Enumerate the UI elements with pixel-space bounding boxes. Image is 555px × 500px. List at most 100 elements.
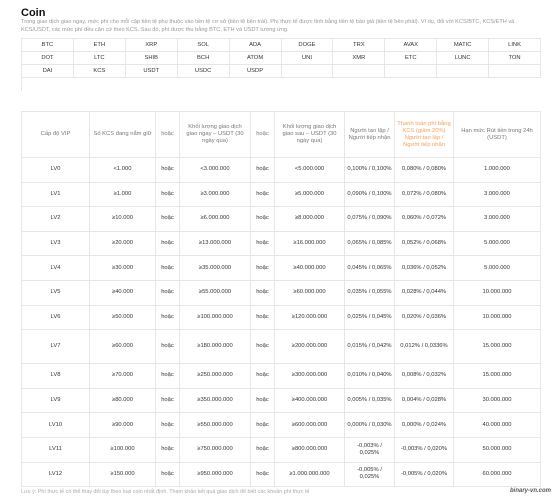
table-cell: hoặc: [156, 437, 180, 463]
coin-cell-empty: [281, 65, 334, 78]
table-row: LV6 ≥50.000 hoặc ≥100.000.000 hoặc ≥120.000.0…: [22, 305, 541, 331]
table-cell: ≥40.000: [90, 280, 156, 306]
table-cell: ≥70.000: [90, 364, 156, 389]
table-row: LV0 <1.000 hoặc <3.000.000 hoặc <5.000.000 0,1…: [22, 158, 541, 183]
table-cell: ≥350.000.000: [180, 388, 251, 414]
table-cell: hoặc: [156, 462, 180, 488]
table-cell: LV1: [22, 182, 90, 208]
table-cell: ≥1.000: [90, 182, 156, 208]
coin-cell: ADA: [229, 39, 282, 52]
coin-cell: DAI: [22, 65, 74, 78]
table-cell: 0,060% / 0,072%: [395, 207, 454, 232]
footnote: Lưu ý: Phí thực tế có thể thay đổi tùy t…: [21, 489, 310, 495]
coin-cell: DOT: [22, 52, 74, 65]
table-header-cell: Thanh toán phí bằng KCS (giảm 20%) Người…: [395, 112, 454, 158]
table-cell: 0,052% / 0,068%: [395, 231, 454, 257]
table-cell: 0,000% / 0,030%: [345, 413, 395, 438]
page-title: Coin: [21, 7, 46, 19]
coin-cell-empty: [333, 65, 386, 78]
table-cell: ≥200.000.000: [275, 330, 345, 365]
coin-cell: USDT: [125, 65, 178, 78]
table-row: LV5 ≥40.000 hoặc ≥55.000.000 hoặc ≥60.000.000…: [22, 280, 541, 306]
table-cell: ≥3.000.000: [180, 182, 251, 208]
table-cell: hoặc: [251, 182, 275, 208]
table-cell: 0,090% / 0,100%: [345, 182, 395, 208]
table-cell: hoặc: [156, 256, 180, 281]
table-cell: -0,003% / 0,025%: [345, 437, 395, 463]
table-header-cell: Khối lượng giao dịch giao sau – USDT (30…: [275, 112, 345, 158]
table-cell: 0,012% / 0,0336%: [395, 330, 454, 365]
table-row: LV1 ≥1.000 hoặc ≥3.000.000 hoặc ≥5.000.000 0,0…: [22, 182, 541, 208]
table-row: LV4 ≥30.000 hoặc ≥35.000.000 hoặc ≥40.000.000…: [22, 256, 541, 281]
coin-grid: BTC ETH XRP SOL ADA DOGE TRX AVAX MATIC LINK DOT LT…: [21, 38, 541, 91]
table-cell: ≥300.000.000: [275, 364, 345, 389]
coin-cell: UNI: [281, 52, 334, 65]
table-cell: LV5: [22, 280, 90, 306]
table-cell: 0,072% / 0,080%: [395, 182, 454, 208]
table-cell: ≥100.000: [90, 437, 156, 463]
table-header-cell: Hạn mức Rút tiền trong 24h (USDT): [454, 112, 541, 158]
table-cell: hoặc: [251, 413, 275, 438]
table-cell: ≥150.000: [90, 462, 156, 488]
table-cell: hoặc: [156, 413, 180, 438]
table-cell: ≥10.000: [90, 207, 156, 232]
table-cell: LV12: [22, 462, 90, 488]
table-cell: ≥35.000.000: [180, 256, 251, 281]
table-cell: hoặc: [251, 364, 275, 389]
table-row: LV9 ≥80.000 hoặc ≥350.000.000 hoặc ≥400.000.0…: [22, 388, 541, 414]
table-cell: 30.000.000: [454, 388, 541, 414]
table-row: LV11 ≥100.000 hoặc ≥750.000.000 hoặc ≥800.000…: [22, 437, 541, 463]
coin-cell-empty: [437, 65, 490, 78]
table-cell: LV0: [22, 158, 90, 183]
table-row: LV10 ≥90.000 hoặc ≥550.000.000 hoặc ≥600.000.…: [22, 413, 541, 438]
table-cell: ≥5.000.000: [275, 182, 345, 208]
coin-cell: SOL: [177, 39, 230, 52]
table-cell: hoặc: [251, 256, 275, 281]
table-header-cell: hoặc: [156, 112, 180, 158]
table-cell: -0,005% / 0,020%: [395, 462, 454, 488]
table-cell: ≥90.000: [90, 413, 156, 438]
table-cell: ≥16.000.000: [275, 231, 345, 257]
table-cell: ≥50.000: [90, 305, 156, 331]
table-cell: 0,065% / 0,085%: [345, 231, 395, 257]
table-cell: LV9: [22, 388, 90, 414]
coin-cell: TON: [489, 52, 541, 65]
table-cell: ≥1.000.000.000: [275, 462, 345, 488]
table-cell: hoặc: [251, 231, 275, 257]
coin-cell: ATOM: [229, 52, 282, 65]
table-cell: 0,028% / 0,044%: [395, 280, 454, 306]
table-cell: hoặc: [156, 280, 180, 306]
table-cell: ≥100.000.000: [180, 305, 251, 331]
table-cell: 0,005% / 0,035%: [345, 388, 395, 414]
table-cell: 50.000.000: [454, 437, 541, 463]
table-cell: hoặc: [156, 330, 180, 365]
coin-cell: DOGE: [281, 39, 334, 52]
coin-cell: KCS: [73, 65, 126, 78]
table-cell: ≥60.000.000: [275, 280, 345, 306]
table-cell: 1.000.000: [454, 158, 541, 183]
table-cell: 3.000.000: [454, 182, 541, 208]
table-cell: hoặc: [251, 280, 275, 306]
table-cell: 15.000.000: [454, 330, 541, 365]
table-cell: 0,035% / 0,055%: [345, 280, 395, 306]
table-row: LV8 ≥70.000 hoặc ≥250.000.000 hoặc ≥300.000.0…: [22, 364, 541, 389]
coin-cell: TRX: [333, 39, 386, 52]
table-cell: <1.000: [90, 158, 156, 183]
table-cell: 0,036% / 0,052%: [395, 256, 454, 281]
table-cell: ≥60.000: [90, 330, 156, 365]
vip-fee-table: Cấp độ VIP Số KCS đang nắm giữ hoặc Khối lư…: [21, 111, 541, 488]
table-cell: 0,020% / 0,036%: [395, 305, 454, 331]
table-cell: 0,100% / 0,100%: [345, 158, 395, 183]
table-cell: hoặc: [156, 231, 180, 257]
table-header-cell: Cấp độ VIP: [22, 112, 90, 158]
table-header-cell: Người tạo lập / Người tiếp nhận: [345, 112, 395, 158]
coin-cell-empty: [385, 65, 438, 78]
table-cell: <5.000.000: [275, 158, 345, 183]
coin-cell: BCH: [177, 52, 230, 65]
table-cell: ≥250.000.000: [180, 364, 251, 389]
table-cell: hoặc: [156, 305, 180, 331]
table-cell: hoặc: [251, 437, 275, 463]
table-cell: -0,005% / 0,025%: [345, 462, 395, 488]
coin-cell: USDC: [177, 65, 230, 78]
table-cell: LV6: [22, 305, 90, 331]
